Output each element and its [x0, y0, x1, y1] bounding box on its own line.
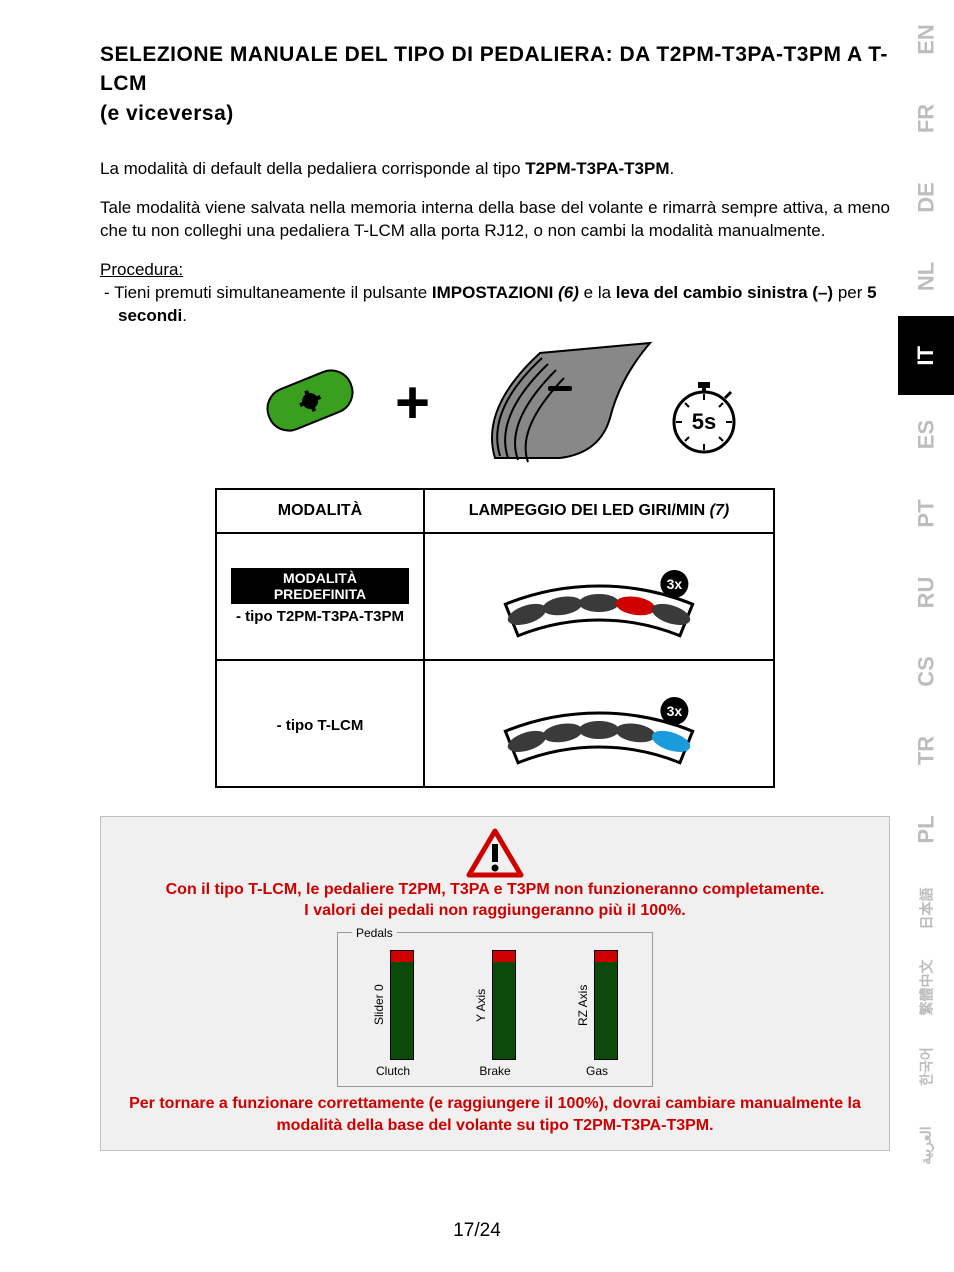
pedal-axis-label: Y Axis	[474, 950, 488, 1060]
pedal-name-label: Brake	[479, 1064, 510, 1078]
paddle-shifter-icon	[470, 338, 660, 468]
page-number: 17/24	[0, 1220, 954, 1242]
pedal-name-label: Clutch	[376, 1064, 410, 1078]
lang-tab-ko[interactable]: 한국어	[887, 1039, 954, 1095]
hold-buttons-diagram: + 5s	[245, 338, 745, 468]
lang-tab-fr[interactable]: FR	[887, 91, 954, 147]
pedal-column: RZ Axis Gas	[576, 950, 618, 1078]
lang-tab-de[interactable]: DE	[887, 170, 954, 226]
procedure-heading: Procedura:	[100, 259, 890, 282]
lang-tab-it[interactable]: IT	[898, 316, 954, 395]
table-header-row: MODALITÀ LAMPEGGIO DEI LED GIRI/MIN (7)	[216, 489, 774, 533]
page-content: SELEZIONE MANUALE DEL TIPO DI PEDALIERA:…	[100, 40, 890, 1151]
stopwatch-label: 5s	[692, 409, 716, 434]
intro-paragraph-1: La modalità di default della pedaliera c…	[100, 158, 890, 181]
page-title: SELEZIONE MANUALE DEL TIPO DI PEDALIERA:…	[100, 40, 890, 128]
warning-line-2: I valori dei pedali non raggiungeranno p…	[115, 900, 875, 922]
plus-icon: +	[395, 368, 430, 437]
led-arc-svg-tlcm: 3x	[439, 673, 759, 769]
warning-panel: Con il tipo T-LCM, le pedaliere T2PM, T3…	[100, 816, 890, 1151]
pedal-axis-label: Slider 0	[372, 950, 386, 1060]
pedals-legend: Pedals	[352, 926, 397, 940]
mode-table: MODALITÀ LAMPEGGIO DEI LED GIRI/MIN (7) …	[215, 488, 775, 788]
lang-tab-tr[interactable]: TR	[887, 723, 954, 779]
lang-tab-cs[interactable]: CS	[887, 644, 954, 700]
pedal-column: Y Axis Brake	[474, 950, 516, 1078]
mode-default-cell: MODALITÀ PREDEFINITA - tipo T2PM-T3PA-T3…	[216, 533, 424, 660]
lang-tab-ru[interactable]: RU	[887, 565, 954, 621]
lang-tab-pt[interactable]: PT	[887, 486, 954, 542]
default-mode-badge: MODALITÀ PREDEFINITA	[231, 568, 409, 604]
procedure-step: - Tieni premuti simultaneamente il pulsa…	[100, 282, 890, 328]
pedal-bar	[390, 950, 414, 1060]
lang-tab-en[interactable]: EN	[887, 12, 954, 68]
language-sidebar: EN FR DE NL IT ES PT RU CS TR PL 日本語 繁體中…	[898, 0, 954, 1185]
pedal-bar	[492, 950, 516, 1060]
title-line-2: (e viceversa)	[100, 102, 234, 125]
pedal-name-label: Gas	[586, 1064, 608, 1078]
intro-paragraph-2: Tale modalità viene salvata nella memori…	[100, 197, 890, 243]
warning-line-3: Per tornare a funzionare correttamente (…	[115, 1093, 875, 1136]
stopwatch-icon: 5s	[665, 378, 743, 456]
pedals-panel-wrap: Pedals Slider 0 Clutch Y Axis Brake RZ Axis G…	[115, 926, 875, 1087]
lang-tab-zh[interactable]: 繁體中文	[887, 960, 954, 1016]
led-arc-default: 3x	[424, 533, 774, 660]
lang-tab-ar[interactable]: العربية	[887, 1118, 954, 1174]
led-arc-tlcm: 3x	[424, 660, 774, 787]
lang-tab-es[interactable]: ES	[887, 407, 954, 463]
lang-tab-pl[interactable]: PL	[887, 802, 954, 858]
gear-icon	[300, 390, 321, 411]
title-line-1: SELEZIONE MANUALE DEL TIPO DI PEDALIERA:…	[100, 43, 888, 95]
led-arc-svg-default: 3x	[439, 546, 759, 642]
warning-triangle-icon	[465, 827, 525, 879]
table-row-default: MODALITÀ PREDEFINITA - tipo T2PM-T3PA-T3…	[216, 533, 774, 660]
svg-text:3x: 3x	[667, 703, 683, 719]
table-row-tlcm: - tipo T-LCM 3x	[216, 660, 774, 787]
pedal-axis-label: RZ Axis	[576, 950, 590, 1060]
lang-tab-ja[interactable]: 日本語	[887, 881, 954, 937]
svg-text:3x: 3x	[667, 576, 683, 592]
col-header-led: LAMPEGGIO DEI LED GIRI/MIN (7)	[424, 489, 774, 533]
warning-line-1: Con il tipo T-LCM, le pedaliere T2PM, T3…	[115, 879, 875, 901]
settings-button-icon	[260, 363, 360, 438]
mode-tlcm-cell: - tipo T-LCM	[216, 660, 424, 787]
pedal-column: Slider 0 Clutch	[372, 950, 414, 1078]
col-header-mode: MODALITÀ	[216, 489, 424, 533]
pedals-fieldset: Pedals Slider 0 Clutch Y Axis Brake RZ Axis G…	[337, 926, 653, 1087]
lang-tab-nl[interactable]: NL	[887, 249, 954, 305]
pedal-bar	[594, 950, 618, 1060]
pedals-row: Slider 0 Clutch Y Axis Brake RZ Axis Gas	[352, 946, 638, 1082]
